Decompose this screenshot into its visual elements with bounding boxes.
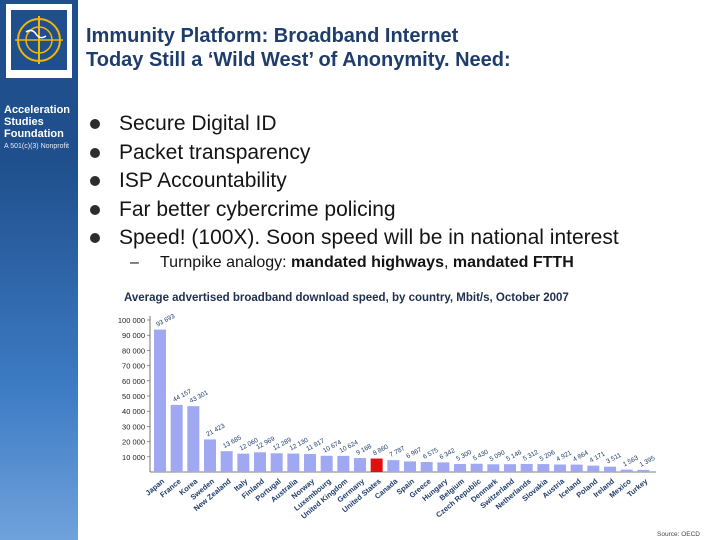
chart-bar (404, 461, 416, 472)
bullet-item: Speed! (100X). Soon speed will be in nat… (86, 225, 706, 254)
sub-bullet-text: Turnpike analogy: mandated highways, man… (160, 253, 574, 273)
chart-bar (254, 452, 266, 472)
chart-bar (637, 469, 650, 472)
y-tick-label: 20 000 (122, 438, 145, 447)
bullet-text: ISP Accountability (119, 169, 287, 192)
org-name-line: Studies (4, 116, 44, 128)
bar-value-label: 5 300 (455, 449, 473, 463)
broadband-speed-chart: 10 000 20 000 30 000 40 000 50 000 60 000 70 0… (86, 286, 706, 540)
chart-bar (170, 404, 183, 472)
org-subtitle: A 501(c)(3) Nonprofit (4, 143, 69, 150)
y-tick-label: 30 000 (122, 422, 145, 431)
bullet-text: Packet transparency (119, 140, 311, 164)
slide-title-line: Immunity Platform: Broadband Internet (86, 25, 459, 47)
bar-value-label: 6 342 (439, 447, 457, 461)
chart-bar (354, 458, 366, 472)
slide-title: Immunity Platform: Broadband Internet To… (86, 24, 706, 72)
bar-value-label: 93 693 (155, 313, 176, 329)
bullet-dot-icon (90, 147, 100, 158)
bar-value-label: 5 430 (472, 449, 490, 463)
sidebar-gradient (0, 160, 78, 540)
chart-bar (320, 455, 333, 472)
bar-value-label: 5 090 (489, 449, 507, 463)
bar-value-label: 21 423 (205, 423, 226, 439)
chart-bar (570, 464, 583, 472)
y-tick-label: 100 000 (118, 316, 145, 325)
y-tick-label: 70 000 (122, 362, 145, 371)
org-name-line: Foundation (4, 128, 64, 140)
bullet-dot-icon (90, 176, 100, 186)
chart-bar (270, 453, 283, 472)
chart-bar (220, 451, 233, 472)
bullet-item: Far better cybercrime policing (86, 197, 706, 226)
bullet-list: Secure Digital ID Packet transparency IS… (86, 111, 706, 254)
chart-bar (587, 465, 600, 472)
y-tick-label: 50 000 (122, 392, 145, 401)
bullet-item: ISP Accountability (86, 168, 706, 197)
bar-value-label: 5 206 (539, 449, 557, 463)
slide-title-line: Today Still a ‘Wild West’ of Anonymity. … (86, 49, 511, 71)
bar-value-label: 5 146 (505, 449, 523, 463)
chart-bar (504, 464, 516, 472)
chart-source: Source: OECD (657, 531, 700, 538)
chart-bar (487, 464, 500, 472)
bar-value-label: 1 395 (639, 455, 657, 469)
chart-bar (370, 458, 383, 472)
chart-bar (454, 463, 466, 472)
chart-plot: 10 000 20 000 30 000 40 000 50 000 60 000 70 0… (118, 313, 657, 521)
chart-bar (237, 453, 250, 472)
y-tick-label: 10 000 (122, 453, 145, 462)
chart-title: Average advertised broadband download sp… (124, 292, 569, 304)
chart-bar (337, 455, 350, 472)
y-tick-label: 90 000 (122, 331, 145, 340)
chart-bar (387, 460, 400, 472)
bar-value-label: 4 921 (555, 449, 573, 463)
sub-bullet-bold-ftth: mandated FTTH (452, 254, 574, 271)
chart-bar (287, 453, 300, 472)
y-tick-label: 80 000 (122, 346, 145, 355)
bar-value-label: 6 967 (405, 446, 423, 460)
chart-bar (620, 469, 633, 472)
sidebar: Acceleration Studies Foundation A 501(c)… (0, 0, 78, 540)
bullet-dot-icon (90, 233, 100, 243)
y-tick-label: 40 000 (122, 407, 145, 416)
bar-value-label: 7 787 (389, 445, 407, 459)
bar-value-label: 5 312 (522, 449, 540, 463)
chart-bar (154, 329, 166, 472)
bar-value-label: 43 301 (189, 389, 210, 405)
chart-bar (204, 439, 216, 472)
bullet-text: Far better cybercrime policing (119, 197, 396, 221)
chart-bar (604, 466, 616, 472)
y-tick-label: 60 000 (122, 377, 145, 386)
bullet-dot-icon (90, 204, 100, 215)
bar-value-label: 4 864 (572, 449, 590, 463)
bar-value-label: 3 511 (605, 452, 623, 466)
sub-bullet-comma: , (443, 254, 453, 271)
bar-value-label: 1 563 (622, 454, 640, 468)
chart-bar (554, 464, 566, 472)
chart-bar (420, 462, 433, 472)
globe-logo-icon (6, 4, 72, 78)
bar-value-label: 8 860 (372, 443, 390, 457)
bullet-item: Packet transparency (86, 140, 706, 169)
sub-bullet-bold-highways: mandated highways (291, 254, 444, 271)
chart-bar (470, 463, 483, 472)
sub-bullet-prefix: Turnpike analogy: (160, 254, 292, 271)
bullet-dot-icon (90, 119, 100, 129)
bullet-text: Secure Digital ID (119, 112, 277, 135)
bar-value-label: 4 171 (589, 450, 607, 464)
bar-value-label: 6 575 (422, 447, 440, 461)
org-name-line: Acceleration (4, 104, 71, 116)
chart-bar (304, 454, 316, 472)
org-name: Acceleration Studies Foundation (4, 104, 76, 140)
bullet-item: Secure Digital ID (86, 111, 706, 140)
sub-bullet-dash: – (130, 254, 139, 271)
chart-bar (437, 462, 450, 472)
chart-bar (520, 463, 533, 472)
bullet-text: Speed! (100X). Soon speed will be in nat… (119, 226, 619, 249)
chart-bar (187, 406, 200, 472)
chart-bar (537, 464, 550, 472)
